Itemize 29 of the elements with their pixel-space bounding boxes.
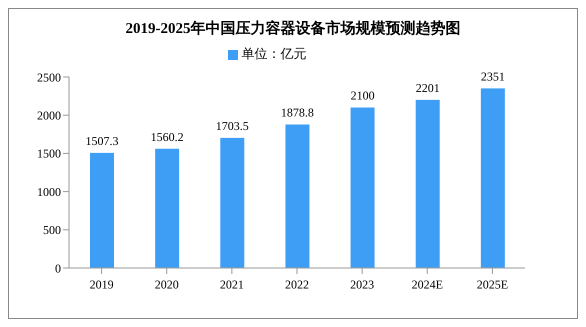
bar: [350, 108, 375, 268]
x-tick-label: 2019: [90, 278, 114, 292]
data-label: 1560.2: [150, 130, 184, 144]
legend-label: 单位：亿元: [242, 46, 306, 61]
y-tick-label: 500: [43, 223, 61, 238]
data-label: 2351: [480, 69, 505, 84]
y-tick-label: 1500: [37, 146, 61, 161]
data-label: 2201: [416, 80, 440, 95]
bar: [155, 148, 180, 268]
x-tick-label: 2021: [220, 278, 244, 292]
data-label: 1703.5: [216, 118, 249, 133]
x-tick-label: 2022: [285, 278, 309, 292]
bar: [220, 138, 244, 268]
data-label: 1878.8: [280, 105, 314, 120]
x-tick-label: 2020: [154, 278, 179, 292]
y-tick-label: 0: [55, 261, 61, 276]
bar: [480, 88, 505, 268]
x-tick-label: 2024E: [412, 278, 443, 292]
y-tick-label: 2000: [37, 108, 61, 122]
data-label: 2100: [350, 88, 375, 103]
x-tick-label: 2023: [350, 278, 374, 292]
bar: [90, 152, 114, 268]
y-tick-label: 1000: [37, 184, 61, 199]
bar: [285, 124, 310, 268]
data-label: 1507.3: [86, 134, 118, 148]
x-tick-label: 2025E: [476, 278, 508, 292]
chart-title: 2019-2025年中国压力容器设备市场规模预测趋势图: [124, 19, 462, 39]
bar: [416, 100, 440, 268]
y-tick-label: 2500: [37, 70, 61, 84]
